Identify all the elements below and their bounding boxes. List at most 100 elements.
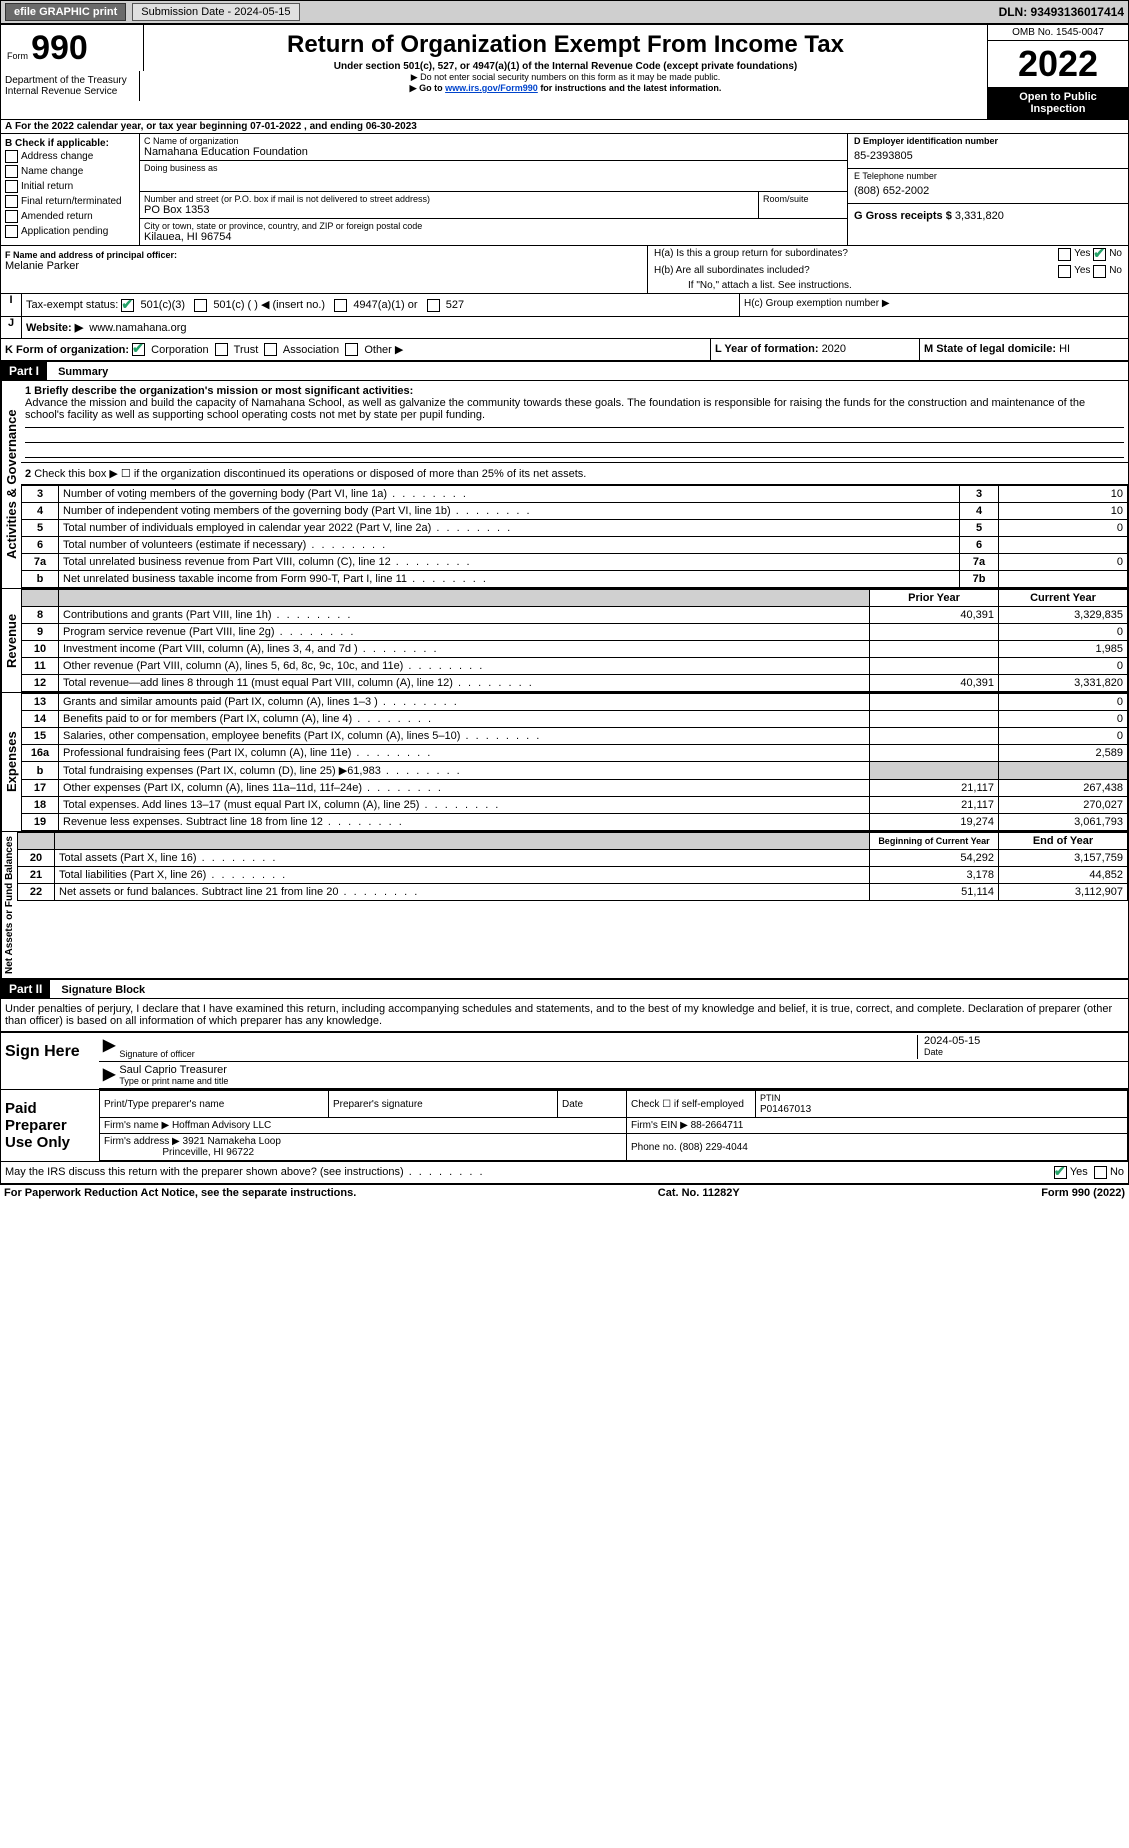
discuss-text: May the IRS discuss this return with the… [5,1166,1054,1179]
h-a-no[interactable] [1093,248,1106,261]
table-row: 15Salaries, other compensation, employee… [22,728,1128,745]
firm-addr-label: Firm's address ▶ [104,1136,180,1147]
arrow-icon: ▶ [103,1064,115,1086]
part-i-title: Summary [58,366,108,378]
box-f: F Name and address of principal officer:… [1,246,648,293]
period-text-a: For the 2022 calendar year, or tax year … [15,121,250,132]
line-1: 1 Briefly describe the organization's mi… [21,381,1128,463]
footer-left: For Paperwork Reduction Act Notice, see … [4,1187,356,1199]
check-corp[interactable] [132,343,145,356]
dept-label: Department of the Treasury [5,75,135,86]
check-501c[interactable] [194,299,207,312]
table-row: 12Total revenue—add lines 8 through 11 (… [22,675,1128,692]
box-d-label: D Employer identification number [854,136,1122,146]
h-a-yes[interactable] [1058,248,1071,261]
check-527[interactable] [427,299,440,312]
check-501c3[interactable] [121,299,134,312]
check-final-return[interactable]: Final return/terminated [5,194,135,209]
ein-value: 85-2393805 [854,146,1122,166]
check-initial-return[interactable]: Initial return [5,179,135,194]
box-m-label: M State of legal domicile: [924,343,1059,355]
box-c-label: C Name of organization [144,136,843,146]
state-domicile: HI [1059,343,1070,355]
irs-form990-link[interactable]: www.irs.gov/Form990 [445,83,538,93]
goto-suffix: for instructions and the latest informat… [540,83,721,93]
declaration-text: Under penalties of perjury, I declare th… [1,999,1128,1032]
check-self-label: Check ☐ if self-employed [627,1091,756,1118]
col-begin: Beginning of Current Year [870,833,999,850]
table-row: 8Contributions and grants (Part VIII, li… [22,607,1128,624]
form-subtitle: Under section 501(c), 527, or 4947(a)(1)… [148,61,983,72]
form-container: Form 990 Department of the Treasury Inte… [0,24,1129,1185]
col-prior: Prior Year [870,590,999,607]
paid-preparer-label: Paid Preparer Use Only [1,1090,99,1161]
box-j: Website: ▶ www.namahana.org [22,317,1128,338]
box-g-label: G Gross receipts $ [854,210,952,222]
discuss-row: May the IRS discuss this return with the… [1,1162,1128,1184]
officer-name: Melanie Parker [5,260,643,272]
box-b: B Check if applicable: Address change Na… [1,134,140,245]
part-ii-title: Signature Block [61,984,145,996]
firm-name-label: Firm's name ▶ [104,1120,169,1131]
goto-note: ▶ Go to www.irs.gov/Form990 for instruct… [148,83,983,94]
box-c: C Name of organization Namahana Educatio… [140,134,847,245]
check-trust[interactable] [215,343,228,356]
city-label: City or town, state or province, country… [144,221,843,231]
firm-addr2: Princeville, HI 96722 [162,1147,254,1158]
goto-prefix: ▶ Go to [410,83,445,93]
sig-officer-label: Signature of officer [119,1049,917,1059]
room-label: Room/suite [759,192,847,218]
table-row: 19Revenue less expenses. Subtract line 1… [22,814,1128,831]
box-b-label: B Check if applicable: [5,138,109,149]
mission-text: Advance the mission and build the capaci… [25,397,1085,421]
org-name: Namahana Education Foundation [144,146,843,158]
firm-ein: 88-2664711 [691,1120,744,1131]
ag-table: 3Number of voting members of the governi… [21,485,1128,588]
check-amended-return[interactable]: Amended return [5,209,135,224]
prep-sig-label: Preparer's signature [329,1091,558,1118]
top-bar: efile GRAPHIC print Submission Date - 20… [0,0,1129,24]
street-value: PO Box 1353 [144,204,754,216]
submission-date-button[interactable]: Submission Date - 2024-05-15 [132,3,299,21]
discuss-yes[interactable] [1054,1166,1067,1179]
check-other[interactable] [345,343,358,356]
check-address-change[interactable]: Address change [5,149,135,164]
table-row: 20Total assets (Part X, line 16)54,2923,… [18,850,1128,867]
check-assoc[interactable] [264,343,277,356]
dba-label: Doing business as [144,163,843,173]
table-row: 5Total number of individuals employed in… [22,520,1128,537]
table-row: 6Total number of volunteers (estimate if… [22,537,1128,554]
form-number-box: Form 990 [1,25,144,71]
firm-phone-label: Phone no. [631,1142,677,1153]
side-label-net: Net Assets or Fund Balances [1,832,17,978]
box-l: L Year of formation: 2020 [710,339,919,361]
footer: For Paperwork Reduction Act Notice, see … [0,1185,1129,1201]
h-b-yes[interactable] [1058,265,1071,278]
tax-exempt-label: Tax-exempt status: [26,299,118,311]
tax-year: 2022 [988,41,1128,87]
line-a-period: A For the 2022 calendar year, or tax yea… [1,120,1128,134]
sig-date-label: Date [924,1047,1124,1057]
h-b-label: H(b) Are all subordinates included? [654,265,1058,278]
part-i-header: Part I [1,362,47,380]
omb-number: OMB No. 1545-0047 [988,25,1128,41]
city-value: Kilauea, HI 96754 [144,231,843,243]
firm-addr1: 3921 Namakeha Loop [183,1136,281,1147]
box-k-label: K Form of organization: [5,344,129,356]
table-row: bNet unrelated business taxable income f… [22,571,1128,588]
discuss-no[interactable] [1094,1166,1107,1179]
exp-table: 13Grants and similar amounts paid (Part … [21,693,1128,831]
check-name-change[interactable]: Name change [5,164,135,179]
table-row: 3Number of voting members of the governi… [22,486,1128,503]
check-4947[interactable] [334,299,347,312]
h-b-no[interactable] [1093,265,1106,278]
table-row: bTotal fundraising expenses (Part IX, co… [22,762,1128,780]
check-application-pending[interactable]: Application pending [5,224,135,239]
table-row: 11Other revenue (Part VIII, column (A), … [22,658,1128,675]
ptin-value: P01467013 [760,1104,811,1115]
sign-here-label: Sign Here [1,1033,99,1089]
box-i: Tax-exempt status: 501(c)(3) 501(c) ( ) … [22,294,739,316]
efile-print-button[interactable]: efile GRAPHIC print [5,3,126,21]
net-table: Beginning of Current Year End of Year 20… [17,832,1128,901]
line2-text: Check this box ▶ ☐ if the organization d… [34,468,586,480]
